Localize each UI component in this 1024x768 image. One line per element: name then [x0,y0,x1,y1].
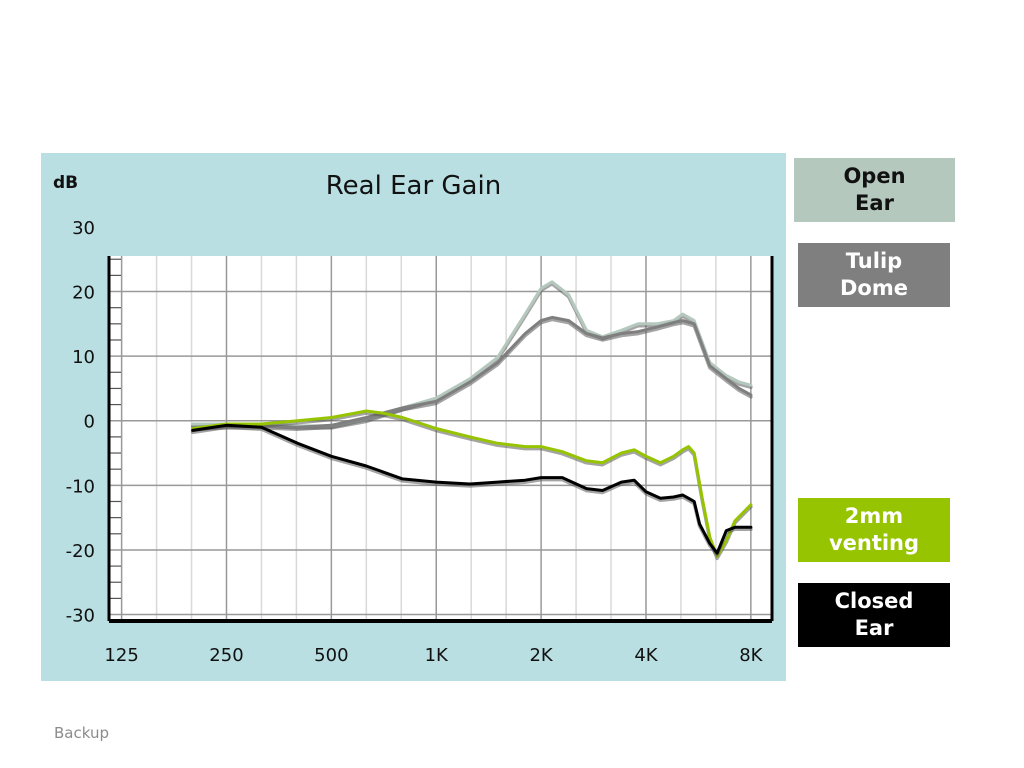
plot-area [109,256,772,621]
x-tick-label: 500 [314,645,348,666]
legend-tulip-dome-label: Tulip Dome [840,249,908,300]
series-line-closed-ear [191,423,753,555]
legend-2mm-venting-label: 2mm venting [828,504,920,555]
y-tick-label: 10 [72,347,95,368]
chart-panel: dB Real Ear Gain 30 20 10 0 -10 -20 -30 125 250 5… [41,153,786,681]
series-line-shadow [190,317,753,431]
legend-2mm-venting: 2mm venting [798,498,950,562]
legend-open-ear-label: Open Ear [843,164,906,215]
y-tick-label: 20 [72,283,95,304]
x-tick-label: 125 [104,645,138,666]
real-ear-gain-chart: 30 20 10 0 -10 -20 -30 125 250 500 1K 2K 4K 8K [66,218,774,666]
legend-open-ear: Open Ear [794,158,955,222]
legend-closed-ear-label: Closed Ear [834,589,914,640]
x-tick-label: 8K [739,645,763,666]
series-line-tulip-dome [191,315,753,429]
x-tick-label: 1K [425,645,449,666]
y-tick-label: -20 [66,541,95,562]
x-tick-label: 4K [634,645,658,666]
legend-closed-ear: Closed Ear [798,583,950,647]
y-tick-label: -10 [66,476,95,497]
x-tick-label: 2K [529,645,553,666]
y-tick-label: 30 [72,218,95,239]
y-axis-unit-label: dB [53,173,79,193]
x-tick-label: 250 [209,645,243,666]
y-tick-label: -30 [66,606,95,627]
footer-backup-label: Backup [54,724,109,742]
legend-tulip-dome: Tulip Dome [798,243,950,307]
y-tick-label: 0 [84,412,95,433]
chart-title: Real Ear Gain [325,171,502,201]
series-line-2mm-venting [191,409,753,558]
